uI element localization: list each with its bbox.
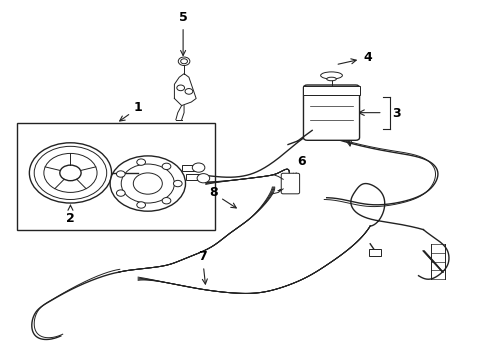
Circle shape xyxy=(177,85,184,91)
Circle shape xyxy=(116,190,125,196)
Circle shape xyxy=(173,180,182,187)
FancyBboxPatch shape xyxy=(281,173,299,194)
Bar xyxy=(181,165,196,171)
Circle shape xyxy=(137,159,145,165)
Text: 8: 8 xyxy=(208,186,236,208)
Circle shape xyxy=(178,57,189,66)
FancyBboxPatch shape xyxy=(303,85,359,140)
Bar xyxy=(17,123,215,230)
Polygon shape xyxy=(174,74,196,105)
Circle shape xyxy=(121,164,174,203)
Circle shape xyxy=(180,59,187,64)
Circle shape xyxy=(162,198,170,204)
Text: 7: 7 xyxy=(198,250,207,284)
Circle shape xyxy=(133,173,162,194)
Ellipse shape xyxy=(320,72,342,79)
Text: 6: 6 xyxy=(293,154,305,179)
Bar xyxy=(186,174,200,180)
Text: 9: 9 xyxy=(341,119,351,146)
Text: 2: 2 xyxy=(66,205,75,225)
Text: 3: 3 xyxy=(392,107,400,120)
Ellipse shape xyxy=(326,77,336,81)
Text: 1: 1 xyxy=(120,102,142,121)
Circle shape xyxy=(60,165,81,181)
Circle shape xyxy=(192,163,204,172)
Circle shape xyxy=(116,171,125,177)
Circle shape xyxy=(162,163,170,170)
Bar xyxy=(368,249,380,256)
Text: 4: 4 xyxy=(337,51,371,64)
Circle shape xyxy=(110,156,185,211)
Bar xyxy=(303,86,359,95)
Circle shape xyxy=(34,146,106,199)
Circle shape xyxy=(184,89,192,94)
Circle shape xyxy=(44,153,97,192)
Circle shape xyxy=(29,143,111,203)
Text: 5: 5 xyxy=(178,11,187,55)
Circle shape xyxy=(197,174,209,183)
Circle shape xyxy=(137,202,145,208)
